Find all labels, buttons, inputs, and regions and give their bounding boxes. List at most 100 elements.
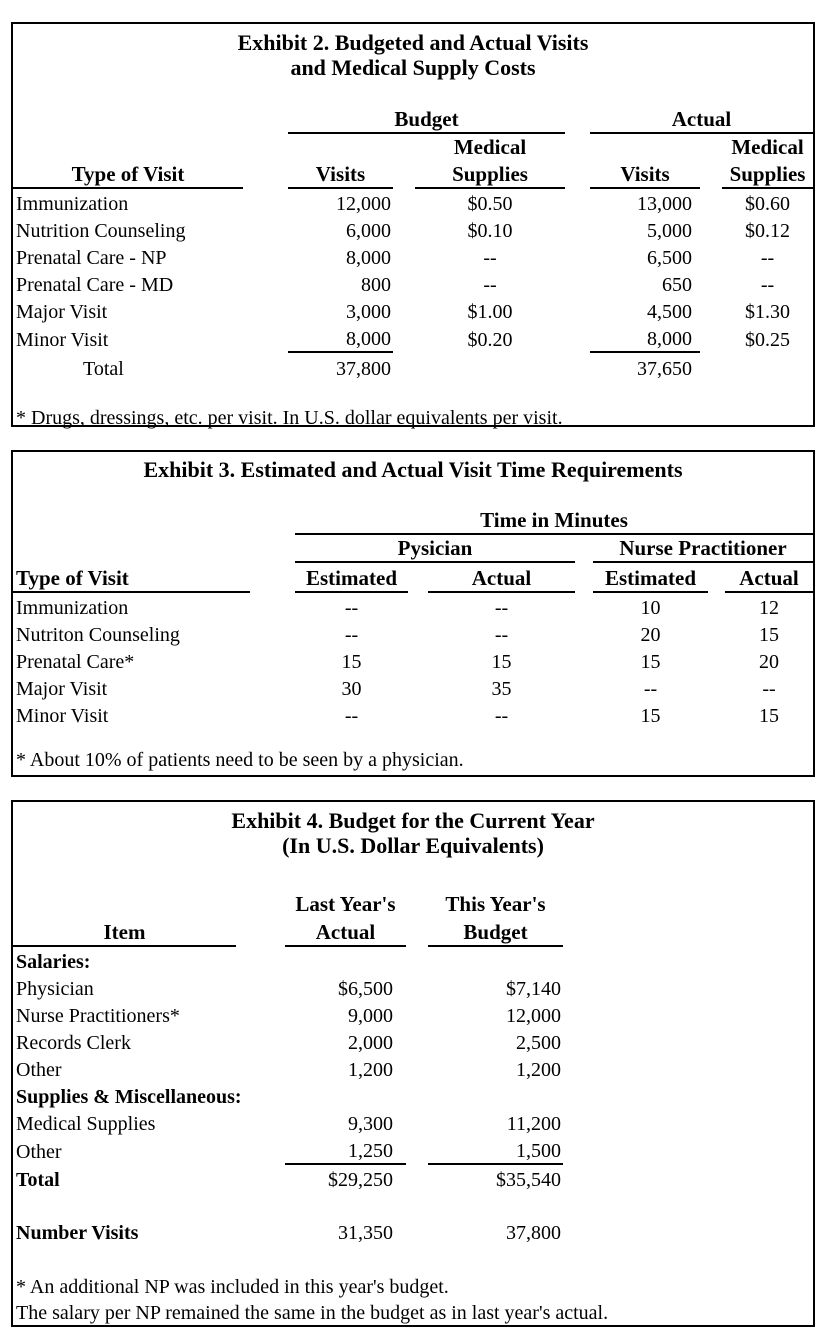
- total-label: Total: [83, 358, 124, 380]
- exhibit2-budget-supplies-header: Supplies: [415, 160, 566, 189]
- exhibit2-footnote: * Drugs, dressings, etc. per visit. In U…: [16, 407, 563, 429]
- exhibit2-title-line1: Exhibit 2. Budgeted and Actual Visits: [237, 30, 589, 55]
- exhibit4-supplies-section-row: Supplies & Miscellaneous:: [13, 1082, 813, 1109]
- visit-type-label: Nutriton Counseling: [16, 624, 180, 646]
- actual-supplies-value: $0.60: [745, 193, 791, 215]
- table-row: Other 1,200 1,200: [13, 1055, 813, 1082]
- actual-visits-value: 4,500: [647, 301, 693, 323]
- exhibit4-box: Exhibit 4. Budget for the Current Year (…: [11, 800, 815, 1327]
- table-row: Physician $6,500 $7,140: [13, 974, 813, 1001]
- exhibit4-footnote-1: * An additional NP was included in this …: [16, 1276, 449, 1298]
- budget-supplies-value: --: [483, 247, 497, 269]
- item-header: Item: [13, 917, 236, 947]
- exhibit2-table: Budget Actual Medical Medical Type of Vi…: [13, 106, 814, 381]
- actual-visits-value: 5,000: [647, 220, 693, 242]
- phys-actual-value: 15: [491, 651, 512, 673]
- np-estimated-value: 15: [640, 705, 661, 727]
- exhibit2-budget-medical-label: Medical: [453, 135, 527, 159]
- actual-supplies-value: --: [760, 247, 775, 269]
- table-row: Medical Supplies 9,300 11,200: [13, 1109, 813, 1136]
- exhibit2-total-row: Total 37,800 37,650: [13, 352, 813, 381]
- exhibit3-type-of-visit-header: Type of Visit: [13, 562, 250, 593]
- exhibit3-np-actual-header: Actual: [725, 562, 814, 593]
- table-row: Minor Visit 8,000 $0.20 8,000 $0.25: [13, 324, 813, 353]
- np-actual-value: 12: [759, 597, 780, 619]
- exhibit3-title: Exhibit 3. Estimated and Actual Visit Ti…: [143, 457, 683, 482]
- visit-type-label: Immunization: [16, 597, 129, 619]
- exhibit2-title: Exhibit 2. Budgeted and Actual Visits an…: [13, 24, 813, 80]
- np-estimated-value: 20: [640, 624, 661, 646]
- number-visits-this-year: 37,800: [506, 1222, 561, 1244]
- item-label: Other: [16, 1059, 62, 1081]
- exhibit4-header-row-2: Item Actual Budget: [13, 917, 813, 947]
- budget-supplies-value: $1.00: [467, 301, 513, 323]
- visit-type-label: Minor Visit: [16, 705, 109, 727]
- table-row: Nutriton Counseling -- -- 20 15: [13, 620, 813, 647]
- visit-type-label: Prenatal Care - NP: [16, 247, 167, 269]
- item-label: Other: [16, 1141, 62, 1163]
- actual-supplies-value: $1.30: [745, 301, 791, 323]
- exhibit2-group-header-row: Budget Actual: [13, 106, 814, 134]
- phys-estimated-value: --: [344, 597, 359, 619]
- exhibit3-phys-actual-header: Actual: [428, 562, 575, 593]
- visit-type-label: Nutrition Counseling: [16, 220, 186, 242]
- exhibit3-table: Time in Minutes Pysician Nurse Practitio…: [13, 507, 814, 728]
- this-year-value: 12,000: [506, 1005, 561, 1027]
- exhibit4-footnotes: * An additional NP was included in this …: [13, 1274, 813, 1326]
- item-label: Physician: [16, 978, 94, 1000]
- actual-supplies-value: $0.12: [745, 220, 791, 242]
- actual-visits-value: 6,500: [647, 247, 693, 269]
- phys-estimated-value: 30: [341, 678, 362, 700]
- budget-visits-total: 37,800: [336, 358, 391, 380]
- item-label: Nurse Practitioners*: [16, 1005, 180, 1027]
- np-estimated-value: --: [643, 678, 658, 700]
- table-row: Major Visit 30 35 -- --: [13, 674, 813, 701]
- exhibit3-physician-group-header: Pysician: [295, 534, 575, 563]
- actual-supplies-value: --: [760, 274, 775, 296]
- exhibit3-box: Exhibit 3. Estimated and Actual Visit Ti…: [11, 450, 815, 777]
- total-label: Total: [16, 1169, 60, 1191]
- budget-visits-value: 800: [361, 274, 391, 296]
- exhibit2-title-line2: and Medical Supply Costs: [290, 55, 536, 80]
- this-years-budget-header: Budget: [428, 917, 563, 947]
- np-estimated-value: 10: [640, 597, 661, 619]
- np-estimated-value: 15: [640, 651, 661, 673]
- budget-visits-value: 12,000: [336, 193, 391, 215]
- supplies-misc-section-label: Supplies & Miscellaneous:: [16, 1086, 242, 1108]
- table-row: Prenatal Care - NP 8,000 -- 6,500 --: [13, 243, 813, 270]
- item-label: Medical Supplies: [16, 1113, 156, 1135]
- phys-estimated-value: 15: [341, 651, 362, 673]
- exhibit4-number-visits-row: Number Visits 31,350 37,800: [13, 1218, 813, 1245]
- budget-supplies-value: --: [483, 274, 497, 296]
- exhibit3-footnote: * About 10% of patients need to be seen …: [16, 749, 464, 771]
- visit-type-label: Immunization: [16, 193, 129, 215]
- budget-supplies-value: $0.50: [467, 193, 513, 215]
- last-years-header: Last Year's: [295, 892, 396, 916]
- number-visits-last-year: 31,350: [338, 1222, 393, 1244]
- item-label: Records Clerk: [16, 1032, 131, 1054]
- visit-type-label: Prenatal Care*: [16, 651, 135, 673]
- actual-visits-value: 8,000: [590, 324, 701, 353]
- exhibit2-box: Exhibit 2. Budgeted and Actual Visits an…: [11, 22, 815, 429]
- exhibit3-group-header-row: Pysician Nurse Practitioner: [13, 534, 814, 563]
- np-actual-value: 20: [759, 651, 780, 673]
- exhibit2-type-of-visit-header: Type of Visit: [13, 160, 243, 189]
- exhibit4-title: Exhibit 4. Budget for the Current Year (…: [13, 802, 813, 858]
- visit-type-label: Major Visit: [16, 301, 108, 323]
- exhibit2-actual-supplies-header: Supplies: [722, 160, 814, 189]
- exhibit2-subheader-row-2: Type of Visit Visits Supplies Visits Sup…: [13, 160, 814, 189]
- actual-visits-value: 13,000: [637, 193, 693, 215]
- phys-actual-value: --: [494, 597, 509, 619]
- this-year-value: 1,500: [428, 1136, 563, 1165]
- exhibit3-subheader-row: Type of Visit Estimated Actual Estimated…: [13, 562, 814, 593]
- this-year-value: 11,200: [506, 1113, 561, 1135]
- exhibit4-title-line2: (In U.S. Dollar Equivalents): [282, 833, 544, 858]
- exhibit2-actual-medical-label: Medical: [731, 135, 804, 159]
- visit-type-label: Major Visit: [16, 678, 108, 700]
- table-row: Prenatal Care - MD 800 -- 650 --: [13, 270, 813, 297]
- table-row: Nurse Practitioners* 9,000 12,000: [13, 1001, 813, 1028]
- budget-supplies-value: $0.10: [467, 220, 513, 242]
- last-years-actual-header: Actual: [285, 917, 406, 947]
- phys-actual-value: 35: [491, 678, 512, 700]
- table-row: Major Visit 3,000 $1.00 4,500 $1.30: [13, 297, 813, 324]
